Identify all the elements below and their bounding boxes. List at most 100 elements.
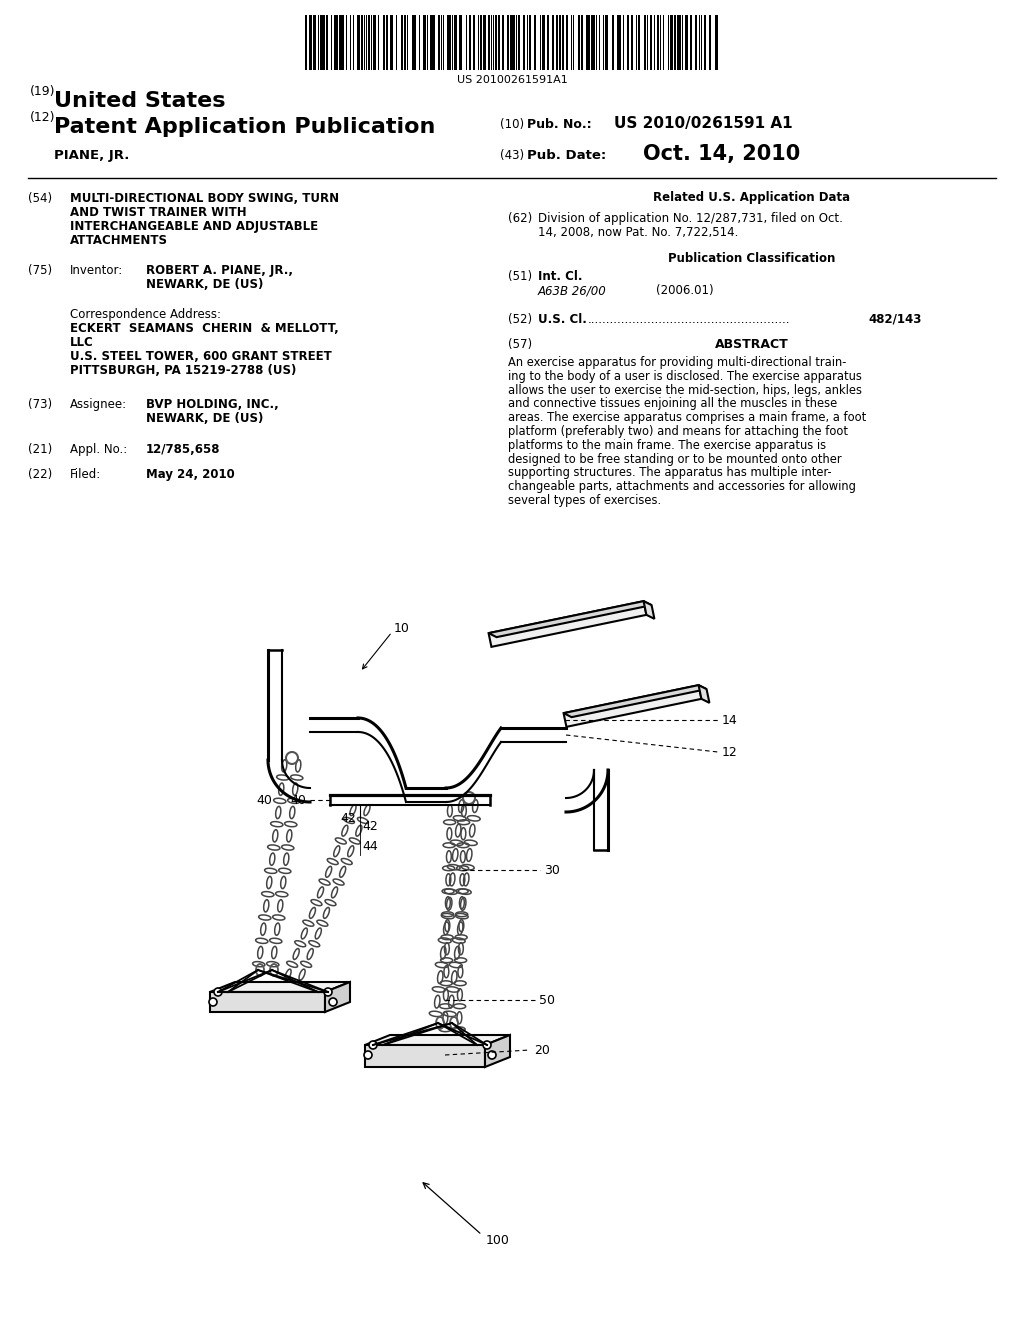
Bar	[309, 15, 312, 70]
Bar	[357, 15, 360, 70]
Text: (75): (75)	[28, 264, 52, 277]
Bar	[368, 15, 370, 70]
Text: Filed:: Filed:	[70, 469, 101, 480]
Bar	[650, 15, 652, 70]
Bar	[488, 15, 490, 70]
Bar	[438, 15, 440, 70]
Text: U.S. Cl.: U.S. Cl.	[538, 313, 587, 326]
Text: (2006.01): (2006.01)	[656, 284, 714, 297]
Bar	[605, 15, 608, 70]
Circle shape	[369, 1041, 377, 1049]
Circle shape	[329, 998, 337, 1006]
Polygon shape	[563, 685, 707, 717]
Polygon shape	[325, 982, 350, 1012]
Text: (10): (10)	[500, 117, 524, 131]
Text: 30: 30	[544, 863, 560, 876]
Bar	[715, 15, 718, 70]
Bar	[677, 15, 681, 70]
Bar	[480, 15, 482, 70]
Bar	[412, 15, 416, 70]
Bar	[627, 15, 629, 70]
Bar	[529, 15, 531, 70]
Bar	[404, 15, 406, 70]
Text: US 2010/0261591 A1: US 2010/0261591 A1	[614, 116, 793, 131]
Bar	[386, 15, 388, 70]
Text: platforms to the main frame. The exercise apparatus is: platforms to the main frame. The exercis…	[508, 438, 826, 451]
Bar	[581, 15, 583, 70]
Bar	[617, 15, 621, 70]
Text: A63B 26/00: A63B 26/00	[538, 284, 607, 297]
Bar	[586, 15, 590, 70]
Bar	[552, 15, 554, 70]
Bar	[670, 15, 673, 70]
Text: 50: 50	[539, 994, 555, 1006]
Text: 40: 40	[256, 793, 272, 807]
Text: NEWARK, DE (US): NEWARK, DE (US)	[146, 412, 263, 425]
Text: Publication Classification: Publication Classification	[669, 252, 836, 265]
Text: (12): (12)	[30, 111, 55, 124]
Bar	[631, 15, 633, 70]
Text: (52): (52)	[508, 313, 532, 326]
Text: several types of exercises.: several types of exercises.	[508, 494, 662, 507]
Bar	[566, 15, 568, 70]
Circle shape	[209, 998, 217, 1006]
Text: Appl. No.:: Appl. No.:	[70, 444, 127, 455]
Bar	[709, 15, 711, 70]
Text: supporting structures. The apparatus has multiple inter-: supporting structures. The apparatus has…	[508, 466, 831, 479]
Text: PIANE, JR.: PIANE, JR.	[54, 149, 129, 162]
Bar	[518, 15, 520, 70]
Text: U.S. STEEL TOWER, 600 GRANT STREET: U.S. STEEL TOWER, 600 GRANT STREET	[70, 350, 332, 363]
Text: 14, 2008, now Pat. No. 7,722,514.: 14, 2008, now Pat. No. 7,722,514.	[538, 226, 738, 239]
Polygon shape	[563, 685, 701, 727]
Text: allows the user to exercise the mid-section, hips, legs, ankles: allows the user to exercise the mid-sect…	[508, 384, 862, 396]
Bar	[638, 15, 640, 70]
Text: 14: 14	[722, 714, 737, 726]
Bar	[483, 15, 486, 70]
Bar	[430, 15, 435, 70]
Text: 44: 44	[362, 840, 378, 853]
Bar	[690, 15, 692, 70]
Polygon shape	[488, 601, 651, 638]
Text: 42: 42	[340, 812, 356, 825]
Text: (51): (51)	[508, 271, 532, 282]
Text: US 20100261591A1: US 20100261591A1	[457, 75, 568, 84]
Bar	[556, 15, 558, 70]
Text: 40: 40	[290, 793, 306, 807]
Text: designed to be free standing or to be mounted onto other: designed to be free standing or to be mo…	[508, 453, 842, 466]
Bar	[510, 15, 515, 70]
Bar	[502, 15, 504, 70]
Circle shape	[214, 987, 222, 997]
Text: An exercise apparatus for providing multi-directional train-: An exercise apparatus for providing mult…	[508, 356, 847, 370]
Bar	[326, 15, 328, 70]
Text: AND TWIST TRAINER WITH: AND TWIST TRAINER WITH	[70, 206, 247, 219]
Bar	[657, 15, 659, 70]
Bar	[423, 15, 426, 70]
Circle shape	[483, 1041, 490, 1049]
Bar	[578, 15, 580, 70]
Bar	[685, 15, 688, 70]
Text: BVP HOLDING, INC.,: BVP HOLDING, INC.,	[146, 399, 279, 411]
Bar	[401, 15, 403, 70]
Text: ROBERT A. PIANE, JR.,: ROBERT A. PIANE, JR.,	[146, 264, 293, 277]
Text: Related U.S. Application Data: Related U.S. Application Data	[653, 191, 851, 205]
Polygon shape	[365, 1045, 485, 1067]
Text: 42: 42	[362, 820, 378, 833]
Text: platform (preferably two) and means for attaching the foot: platform (preferably two) and means for …	[508, 425, 848, 438]
Bar	[562, 15, 564, 70]
Text: Patent Application Publication: Patent Application Publication	[54, 117, 435, 137]
Bar	[361, 15, 362, 70]
Text: Division of application No. 12/287,731, filed on Oct.: Division of application No. 12/287,731, …	[538, 213, 843, 224]
Text: 100: 100	[486, 1233, 510, 1246]
Bar	[469, 15, 471, 70]
Text: (22): (22)	[28, 469, 52, 480]
Text: PITTSBURGH, PA 15219-2788 (US): PITTSBURGH, PA 15219-2788 (US)	[70, 364, 296, 378]
Bar	[495, 15, 497, 70]
Text: Pub. No.:: Pub. No.:	[527, 117, 592, 131]
Text: (19): (19)	[30, 86, 55, 99]
Bar	[319, 15, 325, 70]
Text: NEWARK, DE (US): NEWARK, DE (US)	[146, 279, 263, 290]
Bar	[447, 15, 451, 70]
Polygon shape	[365, 1035, 510, 1045]
Text: (57): (57)	[508, 338, 532, 351]
Text: Assignee:: Assignee:	[70, 399, 127, 411]
